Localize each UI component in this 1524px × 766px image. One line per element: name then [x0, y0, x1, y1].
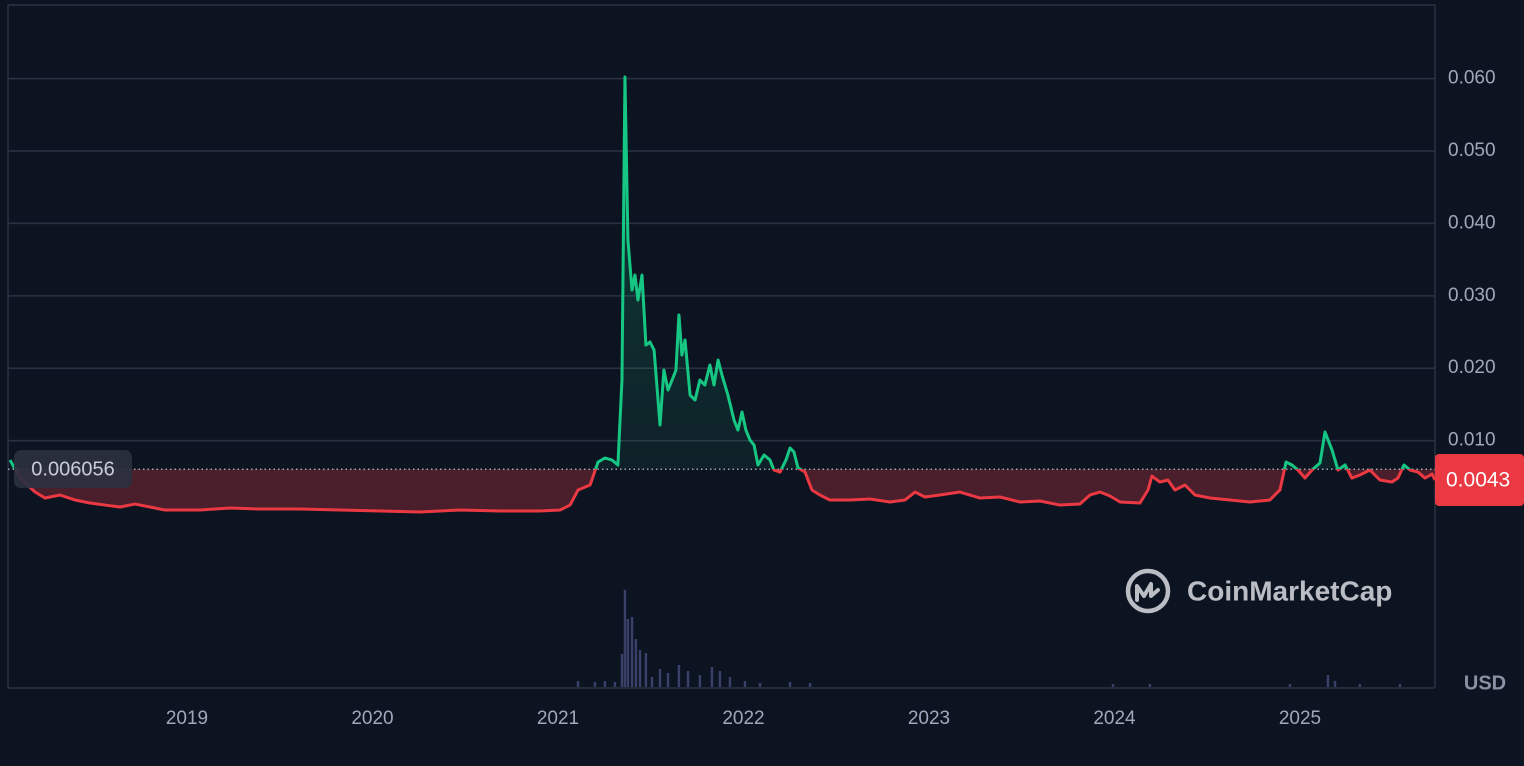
x-tick-label: 2022: [722, 708, 764, 729]
area-up: [10, 77, 1409, 470]
plot-frame: [7, 4, 1436, 689]
y-tick-label: 0.020: [1448, 357, 1496, 378]
y-tick-label: 0.050: [1448, 140, 1496, 161]
area-down: [10, 469, 1435, 512]
volume-bar: [1111, 684, 1115, 687]
volume-bar: [626, 619, 630, 687]
x-tick-label: 2024: [1093, 708, 1136, 729]
volume-bar: [623, 590, 627, 687]
volume-bar: [603, 681, 607, 687]
line-down: [13, 469, 1435, 514]
volume-bar: [613, 682, 617, 687]
y-tick-label: 0.060: [1448, 68, 1496, 89]
volume-bar: [630, 617, 634, 687]
volume-bar: [808, 683, 812, 687]
volume-bar: [620, 654, 624, 687]
volume-bar: [593, 682, 597, 687]
y-tick-label: 0.010: [1448, 430, 1496, 451]
volume-bars: [576, 590, 1402, 687]
current-price-label: 0.0043: [1446, 469, 1510, 492]
baseline-label-box: [14, 450, 132, 489]
x-tick-label: 2021: [537, 708, 579, 729]
y-tick-label: 0.040: [1448, 212, 1496, 233]
x-tick-label: 2023: [908, 708, 950, 729]
volume-bar: [650, 677, 654, 687]
watermark-text: CoinMarketCap: [1187, 575, 1392, 606]
volume-bar: [576, 681, 580, 687]
volume-bar: [677, 665, 681, 687]
x-tick-label: 2025: [1279, 708, 1321, 729]
volume-bar: [644, 653, 648, 687]
currency-label: USD: [1464, 672, 1506, 694]
logo-ring: [1125, 568, 1171, 614]
volume-bar: [1288, 684, 1292, 687]
volume-bar: [1148, 684, 1152, 687]
volume-bar: [638, 650, 642, 687]
price-line: [8, 75, 1435, 514]
y-tick-label: 0.030: [1448, 285, 1496, 306]
volume-bar: [1358, 684, 1362, 687]
current-price-box: [1435, 454, 1524, 507]
volume-bar: [743, 681, 747, 687]
watermark: CoinMarketCap: [1125, 568, 1392, 614]
volume-bar: [698, 675, 702, 687]
volume-bar: [658, 669, 662, 687]
logo-m: [1135, 582, 1160, 602]
x-tick-label: 2019: [166, 708, 208, 729]
volume-bar: [758, 683, 762, 687]
area: [10, 77, 1435, 512]
volume-bar: [666, 673, 670, 687]
volume-bar: [634, 639, 638, 687]
baseline-label: 0.006056: [31, 458, 114, 480]
volume-bar: [1398, 684, 1402, 687]
volume-bar: [718, 671, 722, 687]
volume-bar: [728, 677, 732, 687]
x-tick-label: 2020: [351, 708, 393, 729]
volume-bar: [1326, 675, 1330, 687]
volume-bar: [686, 671, 690, 687]
labels: 0.010 0.020 0.030 0.040 0.050 0.060 2019 2020 20…: [14, 68, 1524, 729]
volume-bar: [788, 682, 792, 687]
line-up: [8, 75, 1413, 470]
volume-bar: [710, 667, 714, 687]
volume-bar: [1333, 681, 1337, 687]
